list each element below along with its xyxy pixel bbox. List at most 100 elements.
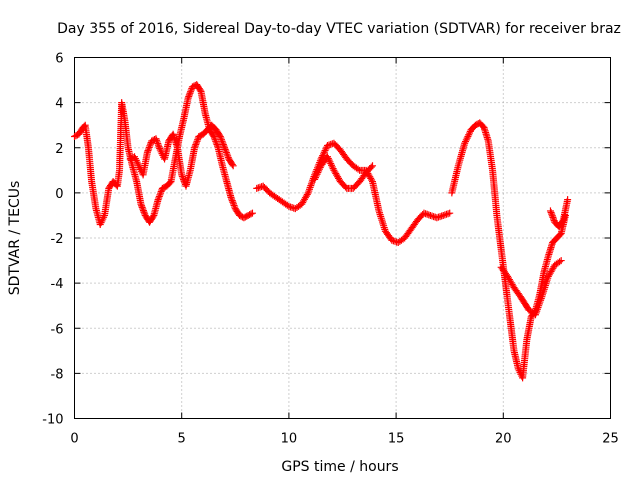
data-point xyxy=(155,143,163,151)
data-point xyxy=(319,152,327,160)
data-point xyxy=(315,167,323,175)
data-point xyxy=(185,93,193,101)
data-point xyxy=(156,144,164,152)
data-point xyxy=(463,134,471,142)
data-point xyxy=(547,209,555,217)
data-point xyxy=(217,134,225,142)
data-point xyxy=(194,136,202,144)
axis-ticks: 0 5 10 15 20 25 -10 -8 -6 -4 -2 0 2 4 6 xyxy=(42,52,619,447)
data-point xyxy=(215,131,223,139)
data-point xyxy=(465,131,473,139)
data-point xyxy=(139,207,147,215)
data-point xyxy=(145,145,153,153)
data-point xyxy=(154,196,162,204)
y-tick-label: -8 xyxy=(51,367,64,382)
data-point xyxy=(210,132,218,140)
data-point xyxy=(556,231,564,239)
data-point xyxy=(548,212,556,220)
data-point xyxy=(321,147,329,155)
data-point xyxy=(247,210,255,218)
data-point xyxy=(462,136,470,144)
data-point xyxy=(326,158,334,166)
x-tick-label: 15 xyxy=(388,432,405,447)
data-point xyxy=(550,215,558,223)
y-tick-label: 2 xyxy=(55,142,63,157)
series-SDTVAR-d xyxy=(311,153,377,192)
data-point xyxy=(323,153,331,161)
data-point xyxy=(549,213,557,221)
data-point xyxy=(224,153,232,161)
data-point xyxy=(146,142,154,150)
series-SDTVAR xyxy=(71,81,256,228)
data-point xyxy=(192,141,200,149)
data-point xyxy=(193,137,201,145)
data-point xyxy=(313,170,321,178)
data-point xyxy=(556,258,564,266)
data-point xyxy=(155,192,163,200)
data-point xyxy=(192,139,200,147)
data-point xyxy=(145,143,153,151)
data-point xyxy=(178,171,186,179)
series-SDTVAR-b xyxy=(126,121,237,190)
data-point xyxy=(222,147,230,155)
x-tick-label: 10 xyxy=(281,432,298,447)
data-point xyxy=(184,94,192,102)
data-point xyxy=(548,210,556,218)
data-point xyxy=(229,162,237,170)
data-point xyxy=(314,169,322,177)
data-point xyxy=(143,148,151,156)
data-point xyxy=(141,210,149,218)
data-point xyxy=(466,129,474,137)
data-point xyxy=(461,139,469,147)
data-point xyxy=(329,165,337,173)
data-point xyxy=(228,197,236,205)
data-point xyxy=(354,165,362,173)
data-point xyxy=(210,134,218,142)
data-point xyxy=(324,154,332,162)
data-point xyxy=(153,138,161,146)
x-axis-label: GPS time / hours xyxy=(281,459,398,475)
y-axis-label: SDTVAR / TECUs xyxy=(7,181,23,296)
data-point xyxy=(367,163,375,171)
data-point xyxy=(178,172,186,180)
data-point xyxy=(228,160,236,168)
y-tick-label: -4 xyxy=(51,277,64,292)
data-point xyxy=(214,142,222,150)
data-point xyxy=(369,162,377,170)
x-tick-label: 25 xyxy=(602,432,619,447)
data-point xyxy=(230,201,238,209)
data-point xyxy=(221,145,229,153)
data-point xyxy=(152,135,160,143)
data-point xyxy=(218,137,226,145)
data-point xyxy=(153,136,161,144)
data-point xyxy=(319,150,327,158)
data-point xyxy=(156,191,164,199)
data-point xyxy=(462,138,470,146)
data-point xyxy=(229,198,237,206)
data-point xyxy=(216,132,224,140)
data-point xyxy=(157,189,165,197)
data-point xyxy=(146,140,154,148)
data-point xyxy=(220,142,228,150)
data-point xyxy=(138,202,146,210)
data-point xyxy=(327,160,335,168)
data-point xyxy=(219,139,227,147)
data-point xyxy=(149,213,157,221)
data-point xyxy=(213,141,221,149)
data-point xyxy=(229,200,237,208)
data-point xyxy=(315,165,323,173)
data-point xyxy=(154,141,162,149)
data-point xyxy=(558,217,566,225)
y-tick-label: -6 xyxy=(51,322,64,337)
data-point xyxy=(221,144,229,152)
data-point xyxy=(196,86,204,94)
data-point xyxy=(557,257,565,265)
data-point xyxy=(154,140,162,148)
data-point xyxy=(231,203,239,211)
series-SDTVAR-f xyxy=(497,257,565,319)
data-point xyxy=(185,91,193,99)
data-point xyxy=(322,145,330,153)
series-SDTVAR-c xyxy=(253,139,454,247)
data-point xyxy=(137,200,145,208)
data-point xyxy=(224,152,232,160)
